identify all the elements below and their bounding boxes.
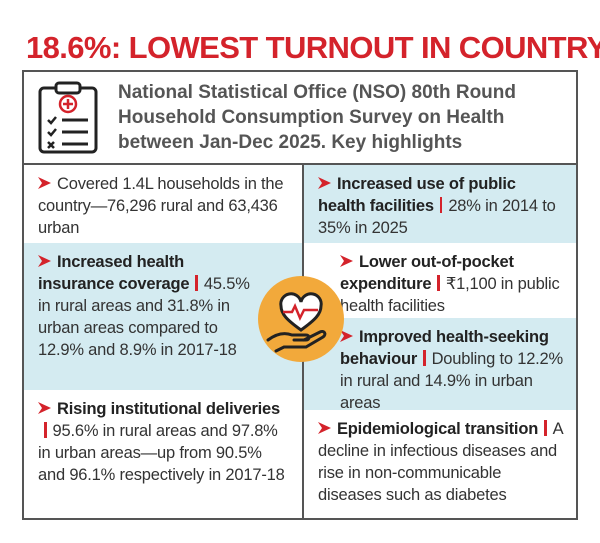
intro: National Statistical Office (NSO) 80th R… [118,82,516,153]
separator [437,275,440,291]
highlight-heading: Increased use of public health facilitie… [318,175,516,215]
separator [195,275,198,291]
highlight-text: 95.6% in rural areas and 97.8% in urban … [38,422,285,484]
highlight-heading: Improved health-seeking behaviour [340,328,549,368]
highlight-text: 45.5% in rural areas and 31.8% in urban … [38,275,250,359]
bullet-arrow [38,177,51,189]
bullet-arrow [340,330,353,342]
clipboard-icon [38,81,98,154]
bullet-arrow [318,422,331,434]
separator [423,350,426,366]
highlight: Lower out-of-pocket expenditure ₹1,100 in… [304,243,576,318]
highlight-text: A decline in infectious diseases and ris… [318,420,563,504]
bullet-arrow [38,255,51,267]
highlight-heading: Epidemiological transition [337,420,539,438]
arrow-shape [38,255,51,267]
arrow-shape [318,422,331,434]
highlight-text: Covered 1.4L households in the country—7… [38,175,284,237]
bullet-arrow [38,402,51,414]
highlight-heading: Lower out-of-pocket expenditure [340,253,514,293]
highlight-text: Doubling to 12.2% in rural and 14.9% in … [340,350,564,412]
highlight-heading: Increased health insurance coverage [38,253,190,293]
highlight: Rising institutional deliveries 95.6% in … [24,390,302,518]
separator [44,422,47,438]
highlight: Increased health insurance coverage 45.5%… [24,243,302,390]
highlight-text: 28% in 2014 to 35% in 2025 [318,197,556,237]
arrow-shape [340,330,353,342]
highlight: Increased use of public health facilitie… [304,165,576,243]
arrow-shape [38,177,51,189]
divider [24,163,576,165]
highlight: Improved health-seeking behaviour Doublin… [304,318,576,412]
arrow-shape [318,177,331,189]
highlight: Covered 1.4L households in the country—7… [24,165,302,243]
highlight-heading: Rising institutional deliveries [57,400,281,418]
separator [544,420,547,436]
arrow-shape [340,255,353,267]
highlight: Epidemiological transition A decline in i… [304,410,576,518]
bullet-arrow [318,177,331,189]
separator [439,197,443,213]
arrow-shape [38,402,51,414]
bullet-arrow [340,255,353,267]
highlight-text: ₹1,100 in public health facilities [340,275,560,315]
title: 18.6%: LOWEST TURNOUT IN COUNTRY [26,30,600,65]
frame [22,70,578,520]
health-icon [258,276,344,362]
